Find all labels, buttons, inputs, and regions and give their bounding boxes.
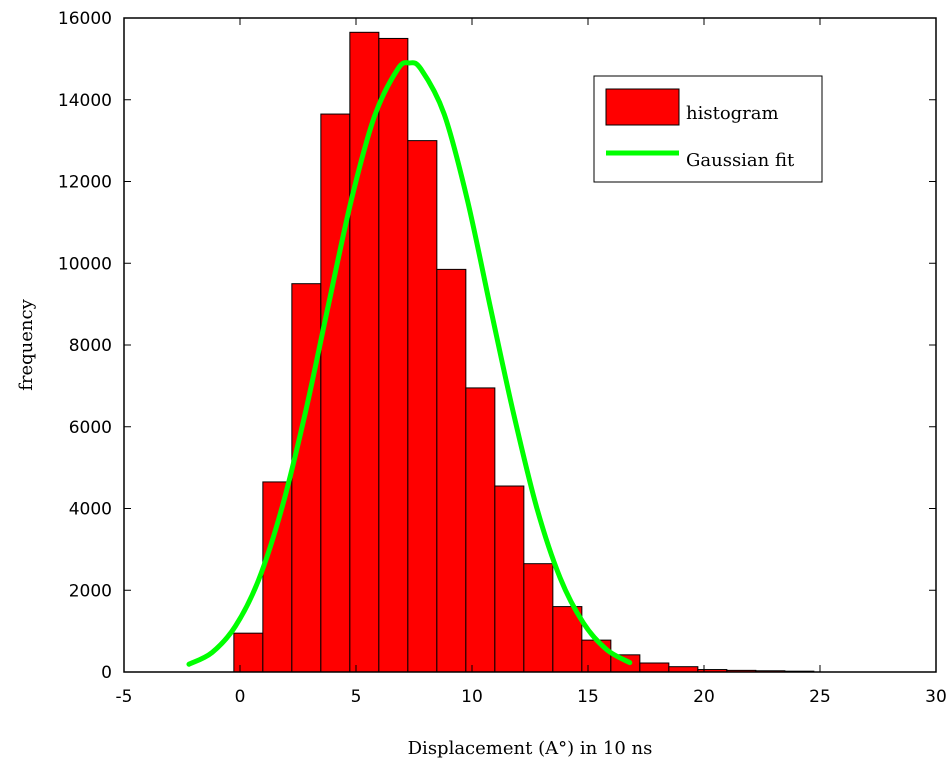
y-tick-label: 14000 — [58, 91, 112, 111]
legend-label-histogram: histogram — [686, 103, 779, 124]
histogram-bar — [320, 113, 351, 673]
histogram-bar — [668, 666, 699, 673]
histogram-bar — [494, 485, 525, 673]
y-axis-label: frequency — [16, 298, 37, 390]
histogram-bar — [233, 632, 264, 673]
histogram-bar — [291, 283, 322, 673]
histogram-bar — [581, 639, 612, 673]
x-tick-label: 5 — [351, 687, 362, 707]
y-tick-label: 12000 — [58, 173, 112, 193]
x-tick-label: -5 — [116, 687, 133, 707]
y-tick-label: 2000 — [69, 581, 112, 601]
axis-ticks — [123, 17, 937, 673]
histogram-bar — [262, 481, 293, 673]
x-tick-label: 25 — [809, 687, 831, 707]
y-tick-label: 6000 — [69, 418, 112, 438]
histogram-bar — [407, 140, 438, 673]
histogram-bar — [378, 37, 409, 673]
x-tick-label: 30 — [925, 687, 947, 707]
y-tick-label: 0 — [101, 663, 112, 683]
y-tick-label: 10000 — [58, 254, 112, 274]
legend: histogram Gaussian fit — [593, 75, 823, 183]
y-tick-label: 4000 — [69, 500, 112, 520]
axis-tick-labels: -5 0 5 10 15 20 25 3002000400060008000100001200… — [58, 9, 947, 707]
histogram-bar — [639, 662, 670, 673]
histogram-bar — [523, 563, 554, 673]
y-tick-label: 16000 — [58, 9, 112, 29]
x-tick-label: 10 — [461, 687, 483, 707]
y-tick-label: 8000 — [69, 336, 112, 356]
gaussian-fit-line — [186, 60, 633, 667]
x-tick-label: 0 — [235, 687, 246, 707]
legend-label-gaussian-fit: Gaussian fit — [686, 150, 795, 171]
histogram-bars — [233, 31, 815, 673]
histogram-bar — [349, 31, 380, 673]
x-tick-label: 15 — [577, 687, 599, 707]
x-axis-label: Displacement (A°) in 10 ns — [408, 738, 653, 759]
histogram-bar — [436, 268, 467, 673]
histogram-bar — [465, 387, 496, 673]
x-tick-label: 20 — [693, 687, 715, 707]
legend-swatch-histogram — [605, 88, 680, 126]
